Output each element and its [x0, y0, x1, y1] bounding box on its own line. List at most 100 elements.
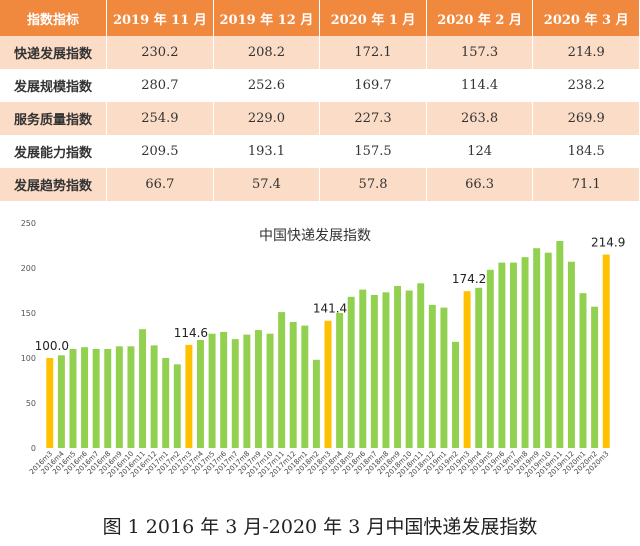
table-cell: 66.3 — [426, 168, 534, 201]
bar — [278, 312, 286, 448]
table-cell: 280.7 — [106, 69, 214, 102]
bar — [92, 349, 100, 448]
bar — [266, 333, 274, 448]
bar — [498, 262, 506, 448]
bar — [197, 340, 204, 448]
table-cell: 157.3 — [426, 36, 534, 69]
bar — [440, 307, 448, 448]
bar — [301, 325, 309, 448]
header-cell: 2020 年 3 月 — [532, 0, 640, 36]
bar — [417, 283, 425, 448]
bar — [428, 304, 436, 448]
chart: 中国快递发展指数 0501001502002502016m3100.02016m… — [21, 219, 626, 479]
bar — [544, 252, 552, 448]
bar — [336, 313, 344, 448]
data-label: 114.6 — [174, 326, 208, 340]
bar — [312, 359, 320, 448]
table-cell: 57.4 — [213, 168, 321, 201]
table-cell: 172.1 — [319, 36, 427, 69]
y-tick-label: 100 — [21, 354, 36, 363]
header-cell: 2019 年 11 月 — [106, 0, 214, 36]
bar — [243, 334, 251, 448]
bar — [231, 339, 239, 448]
table-cell: 124 — [426, 135, 534, 168]
data-label: 141.4 — [313, 302, 347, 316]
y-tick-label: 50 — [26, 399, 36, 408]
table-cell: 184.5 — [532, 135, 640, 168]
table-cell: 发展规模指数 — [0, 69, 108, 102]
bar — [81, 347, 89, 448]
table-row: 发展趋势指数 66.7 57.4 57.8 66.3 71.1 — [0, 168, 640, 201]
chart-title: 中国快递发展指数 — [259, 228, 371, 244]
bar — [115, 346, 123, 448]
table-row: 快递发展指数 230.2 208.2 172.1 157.3 214.9 — [0, 36, 640, 69]
bar — [556, 241, 564, 448]
table-cell: 发展能力指数 — [0, 135, 108, 168]
bar — [173, 364, 181, 448]
bar — [382, 292, 390, 448]
table-cell: 254.9 — [106, 102, 214, 135]
bar — [579, 293, 587, 448]
caption: 图 1 2016 年 3 月-2020 年 3 月中国快递发展指数 — [102, 516, 538, 538]
bar — [394, 286, 402, 448]
bar — [208, 333, 216, 448]
bar — [405, 290, 413, 448]
table-cell: 229.0 — [213, 102, 321, 135]
header-row: 指数指标 2019 年 11 月 2019 年 12 月 2020 年 1 月 2020… — [0, 0, 640, 36]
table-cell: 214.9 — [532, 36, 640, 69]
bar — [139, 329, 147, 448]
bar — [127, 346, 135, 448]
bar — [370, 295, 378, 448]
bar — [347, 296, 355, 448]
table-cell: 252.6 — [213, 69, 321, 102]
bar — [521, 257, 529, 448]
table-cell: 209.5 — [106, 135, 214, 168]
table-row: 发展规模指数 280.7 252.6 169.7 114.4 238.2 — [0, 69, 640, 102]
header-cell: 2019 年 12 月 — [213, 0, 321, 36]
table-cell: 230.2 — [106, 36, 214, 69]
bar — [533, 248, 541, 448]
header-cell: 2020 年 1 月 — [319, 0, 427, 36]
bar — [185, 344, 193, 448]
table-cell: 227.3 — [319, 102, 427, 135]
table-cell: 66.7 — [106, 168, 214, 201]
bar — [509, 262, 517, 448]
data-label: 174.2 — [452, 272, 486, 286]
header-cell: 2020 年 2 月 — [426, 0, 534, 36]
bar — [289, 322, 297, 448]
table-cell: 服务质量指数 — [0, 102, 108, 135]
bar — [324, 320, 332, 448]
table-cell: 71.1 — [532, 168, 640, 201]
table-cell: 157.5 — [319, 135, 427, 168]
data-label: 100.0 — [35, 339, 69, 353]
table-cell: 快递发展指数 — [0, 36, 108, 69]
bar — [162, 358, 170, 448]
table-cell: 238.2 — [532, 69, 640, 102]
bar — [463, 291, 471, 448]
data-label: 214.9 — [591, 236, 625, 250]
table-cell: 193.1 — [213, 135, 321, 168]
table-cell: 114.4 — [426, 69, 534, 102]
y-tick-label: 250 — [21, 219, 36, 228]
bar — [104, 349, 112, 448]
table-cell: 57.8 — [319, 168, 427, 201]
bar — [591, 306, 599, 448]
bar — [57, 355, 65, 448]
bar — [220, 331, 228, 448]
table-cell: 269.9 — [532, 102, 640, 135]
bar — [602, 254, 610, 448]
y-tick-label: 200 — [21, 264, 36, 273]
table-row: 发展能力指数 209.5 193.1 157.5 124 184.5 — [0, 135, 640, 168]
bar — [475, 287, 483, 448]
bar — [46, 358, 54, 448]
header-cell: 指数指标 — [0, 0, 108, 36]
bar — [150, 345, 158, 448]
bar — [254, 330, 262, 448]
bar — [452, 341, 459, 448]
bar — [567, 261, 575, 448]
table-cell: 发展趋势指数 — [0, 168, 108, 201]
bar — [486, 269, 494, 448]
table-cell: 263.8 — [426, 102, 534, 135]
table-cell: 208.2 — [213, 36, 321, 69]
